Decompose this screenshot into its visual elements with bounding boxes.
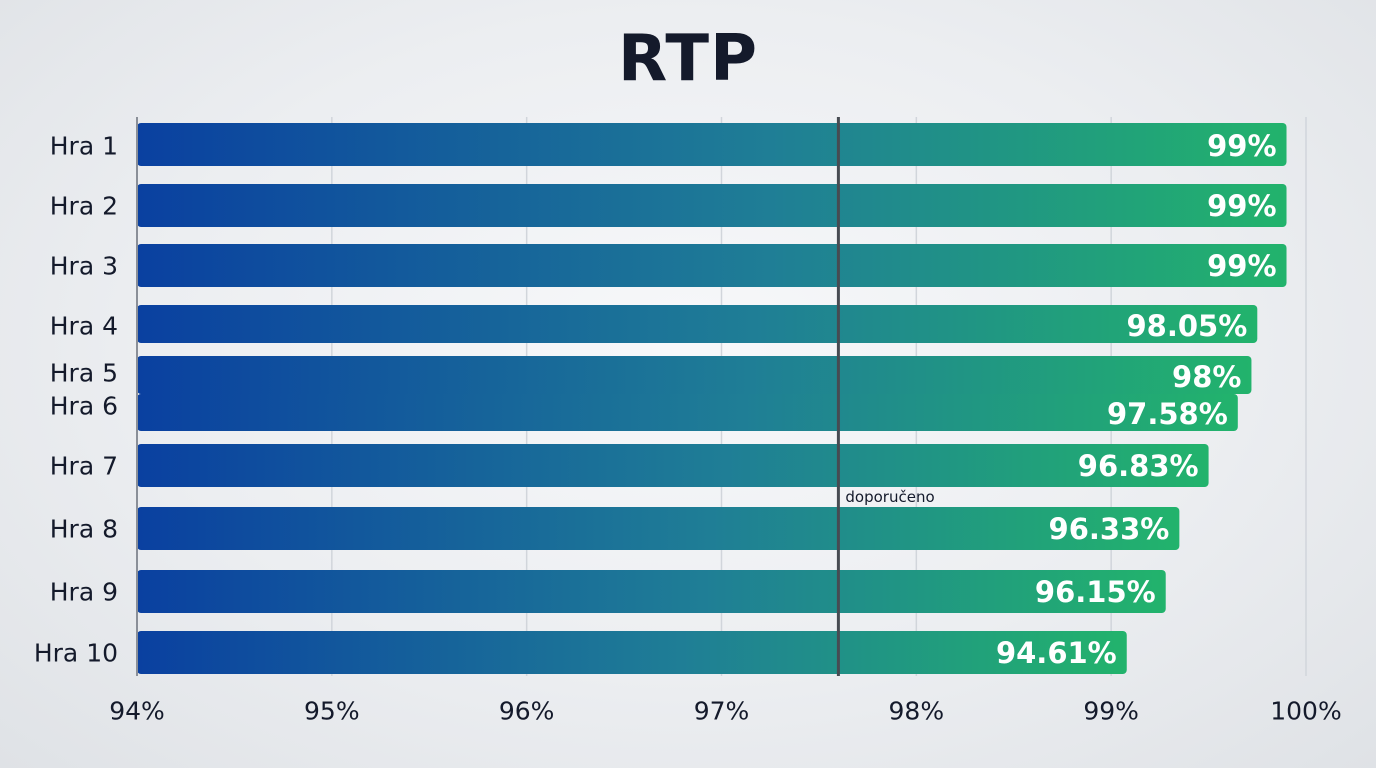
data-label-1: 99% [1207,129,1276,163]
bar-9 [137,570,1166,613]
bar-2 [137,184,1287,227]
data-label-3: 99% [1207,249,1276,283]
bar-3 [137,244,1287,287]
data-label-4: 98.05% [1126,309,1247,343]
data-label-8: 96.33% [1049,512,1170,546]
x-tick-label-5: 99% [1083,697,1139,726]
bar-1 [137,123,1287,166]
data-label-6: 97.58% [1107,397,1228,431]
category-label-5: Hra 5 [50,359,118,388]
x-tick-label-6: 100% [1270,697,1341,726]
data-label-7: 96.83% [1078,449,1199,483]
category-label-8: Hra 8 [50,515,118,544]
category-label-10: Hra 10 [34,639,118,668]
data-label-2: 99% [1207,189,1276,223]
category-label-4: Hra 4 [50,312,118,341]
category-label-9: Hra 9 [50,578,118,607]
category-label-7: Hra 7 [50,452,118,481]
x-tick-label-0: 94% [109,697,165,726]
bar-7 [137,444,1209,487]
category-label-1: Hra 1 [50,132,118,161]
bar-10 [137,631,1127,674]
x-tick-label-3: 97% [694,697,750,726]
x-tick-label-4: 98% [889,697,945,726]
bar-8 [137,507,1180,550]
x-tick-label-2: 96% [499,697,555,726]
data-label-10: 94.61% [996,636,1117,670]
bar-4 [137,305,1258,343]
x-tick-label-1: 95% [304,697,360,726]
reference-line-label: doporučeno [845,488,934,506]
chart-title: RTP [618,22,758,96]
category-label-6: Hra 6 [50,392,118,421]
data-label-5: 98% [1172,360,1241,394]
bar-5 [137,356,1252,394]
bar-6 [137,394,1238,431]
data-label-9: 96.15% [1035,575,1156,609]
category-label-2: Hra 2 [50,192,118,221]
category-label-3: Hra 3 [50,252,118,281]
